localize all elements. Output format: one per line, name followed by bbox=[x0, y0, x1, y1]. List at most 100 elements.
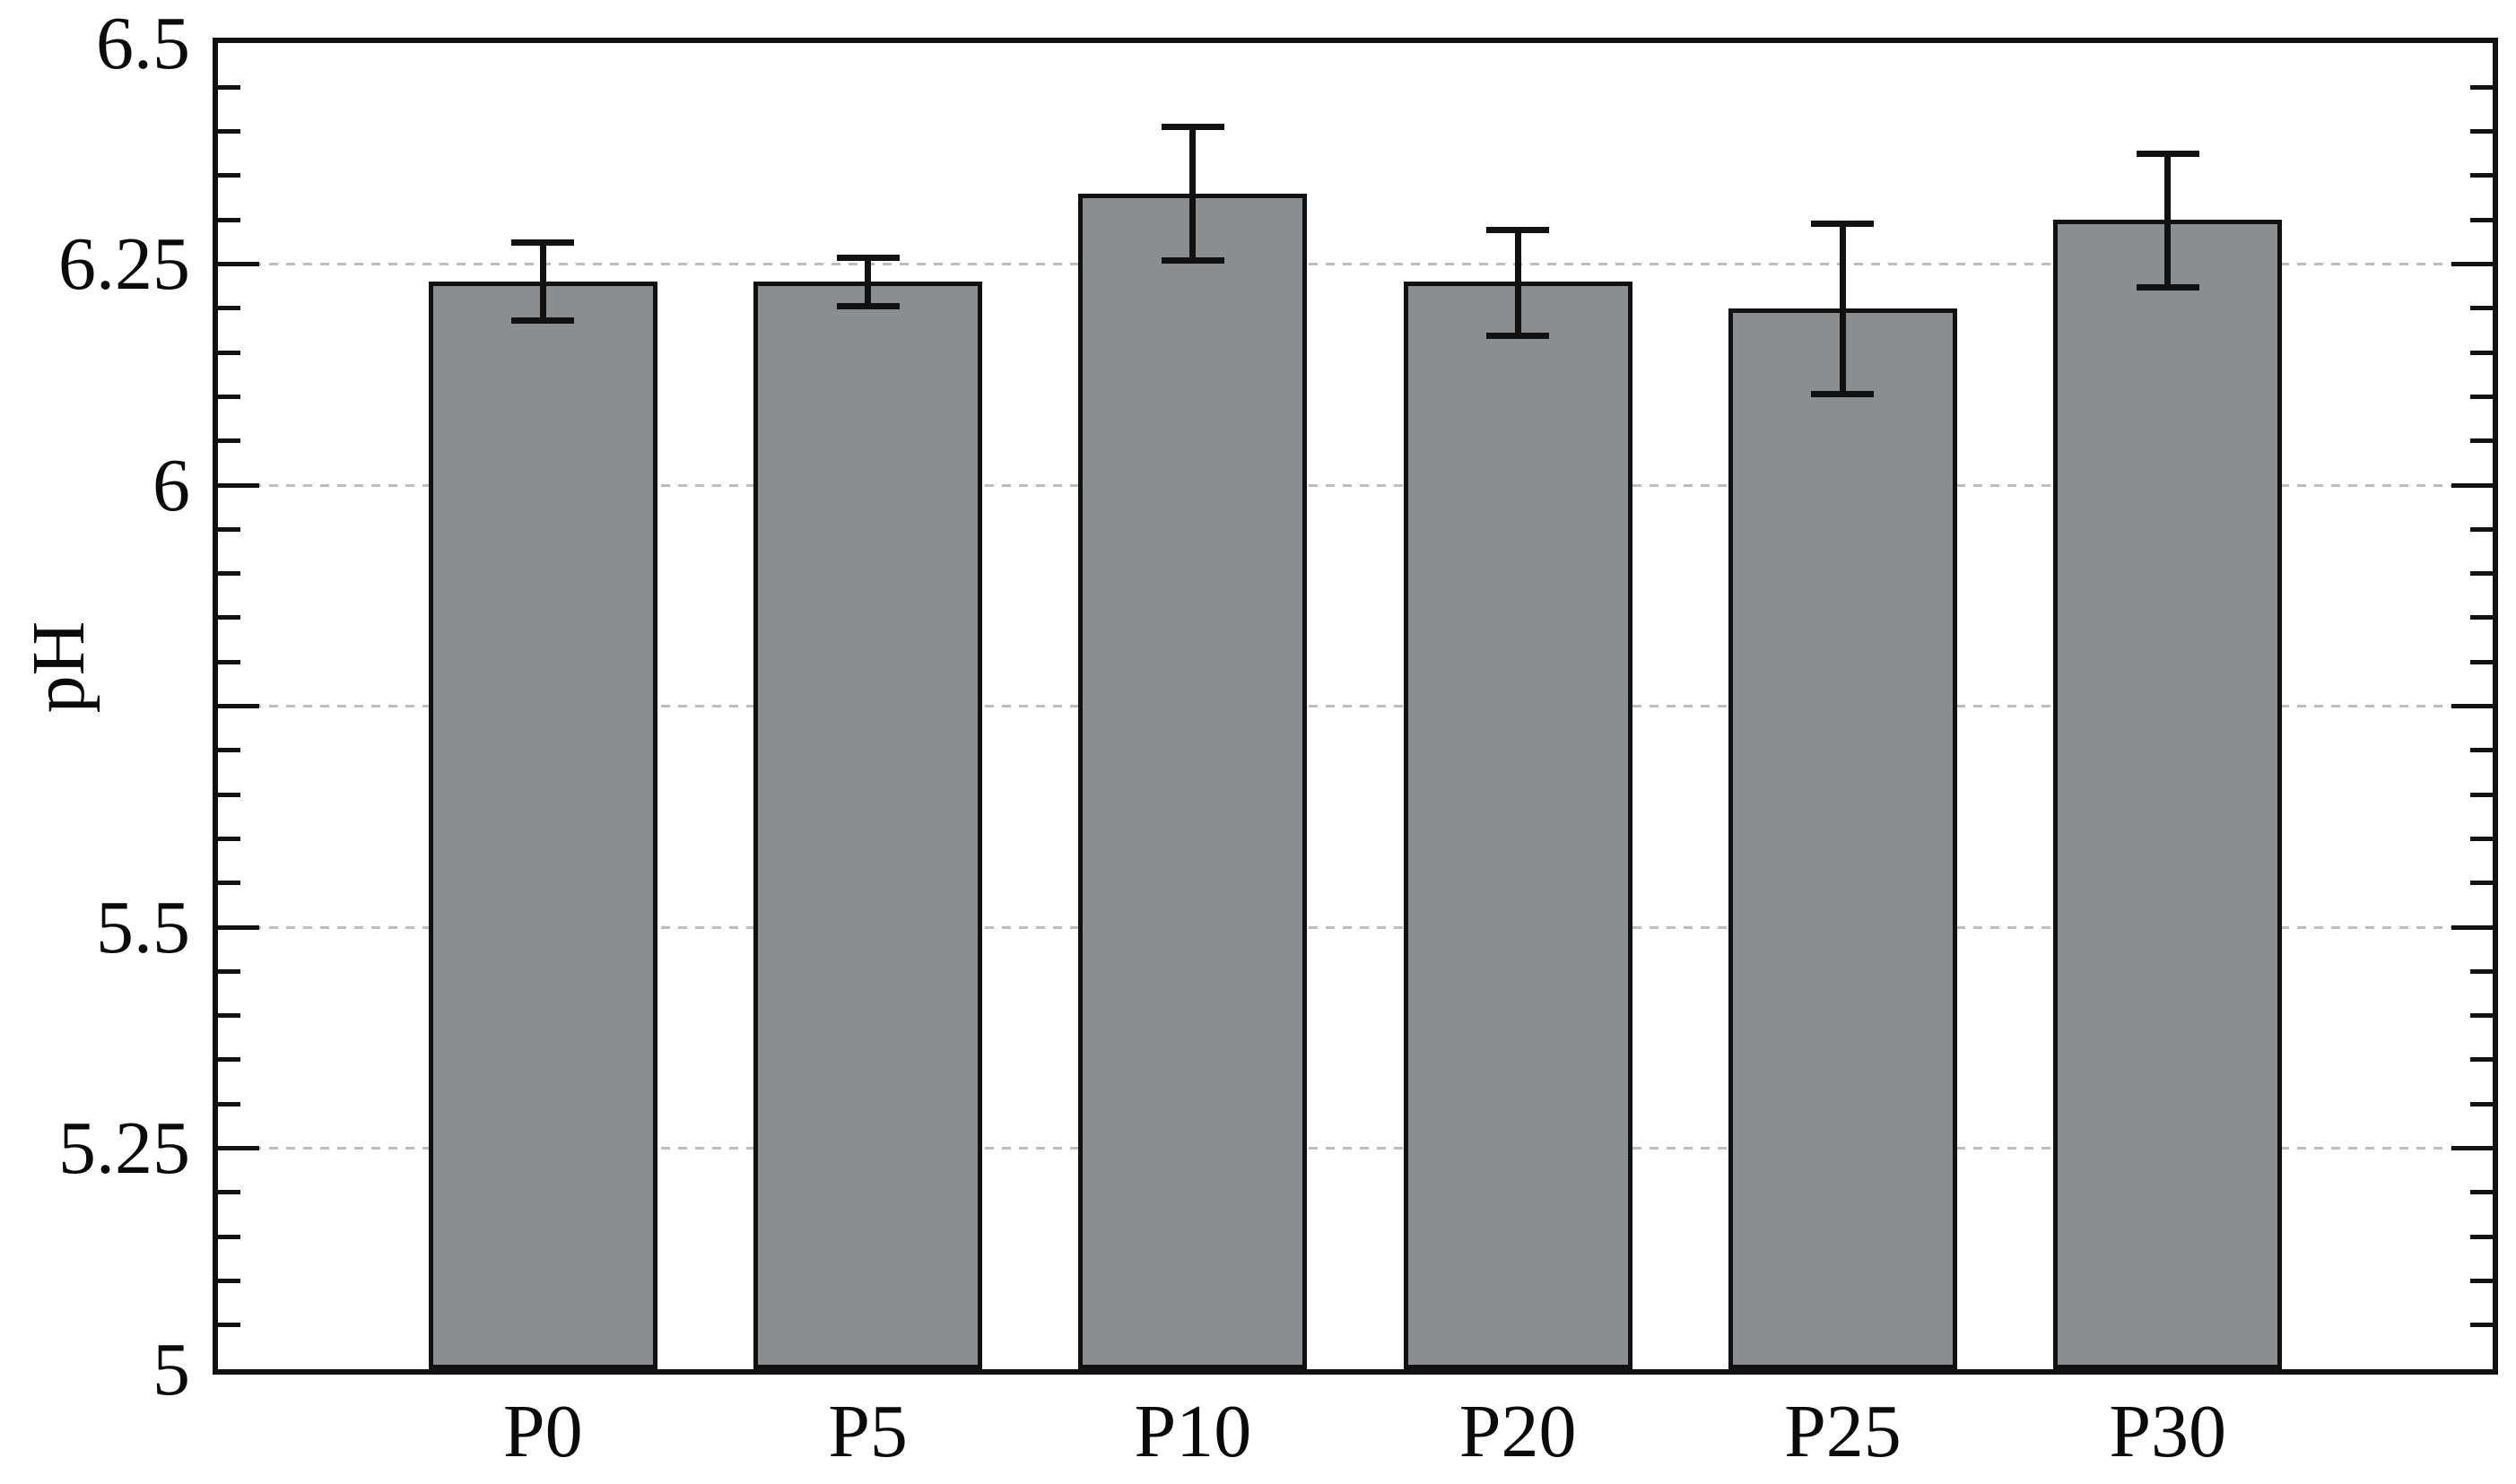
minor-tick-left bbox=[218, 881, 240, 886]
major-tick-left bbox=[218, 704, 259, 708]
error-bar-P25 bbox=[1839, 223, 1846, 395]
minor-tick-right bbox=[2470, 1013, 2493, 1019]
minor-tick-right bbox=[2470, 792, 2493, 797]
minor-tick-right bbox=[2470, 1057, 2493, 1063]
error-cap-top-P0 bbox=[511, 239, 575, 247]
minor-tick-left bbox=[218, 350, 240, 355]
minor-tick-right bbox=[2470, 350, 2493, 355]
minor-tick-left bbox=[218, 1057, 240, 1063]
error-cap-top-P30 bbox=[2136, 150, 2199, 157]
minor-tick-right bbox=[2470, 1278, 2493, 1283]
minor-tick-right bbox=[2470, 173, 2493, 178]
major-tick-right bbox=[2451, 482, 2493, 488]
major-tick-right bbox=[2451, 924, 2493, 930]
error-bar-P30 bbox=[2164, 153, 2172, 288]
x-tick-label-P20: P20 bbox=[1458, 1390, 1577, 1473]
bar-P30 bbox=[2053, 220, 2283, 1369]
minor-tick-right bbox=[2470, 615, 2493, 621]
minor-tick-right bbox=[2470, 1323, 2493, 1328]
minor-tick-left bbox=[218, 173, 240, 178]
minor-tick-right bbox=[2470, 1234, 2493, 1239]
minor-tick-left bbox=[218, 1101, 240, 1106]
minor-tick-right bbox=[2470, 84, 2493, 90]
y-tick-label-5.25: 5.25 bbox=[58, 1106, 190, 1190]
minor-tick-left bbox=[218, 217, 240, 222]
y-tick-label-6.5: 6.5 bbox=[96, 1, 190, 85]
y-tick-label-6: 6 bbox=[152, 443, 190, 527]
bar-P10 bbox=[1078, 193, 1308, 1369]
minor-tick-left bbox=[218, 438, 240, 444]
x-tick-label-P30: P30 bbox=[2109, 1390, 2227, 1473]
minor-tick-left bbox=[218, 1278, 240, 1283]
minor-tick-right bbox=[2470, 836, 2493, 841]
plot-area bbox=[213, 38, 2498, 1375]
y-tick-label-5: 5 bbox=[152, 1327, 190, 1411]
minor-tick-right bbox=[2470, 438, 2493, 444]
bar-P0 bbox=[428, 282, 657, 1369]
error-cap-top-P10 bbox=[1161, 124, 1224, 131]
minor-tick-left bbox=[218, 1323, 240, 1328]
y-tick-label-6.25: 6.25 bbox=[58, 222, 190, 306]
error-cap-bottom-P0 bbox=[511, 317, 575, 325]
minor-tick-right bbox=[2470, 394, 2493, 399]
minor-tick-right bbox=[2470, 571, 2493, 577]
minor-tick-left bbox=[218, 571, 240, 577]
minor-tick-right bbox=[2470, 129, 2493, 135]
bar-P5 bbox=[753, 282, 983, 1369]
x-tick-label-P10: P10 bbox=[1134, 1390, 1252, 1473]
minor-tick-right bbox=[2470, 968, 2493, 974]
minor-tick-right bbox=[2470, 217, 2493, 222]
gridline-5.25 bbox=[218, 1147, 2493, 1150]
minor-tick-left bbox=[218, 1013, 240, 1019]
major-tick-right bbox=[2451, 1146, 2493, 1150]
x-tick-label-P0: P0 bbox=[502, 1390, 583, 1473]
minor-tick-right bbox=[2470, 1101, 2493, 1106]
minor-tick-right bbox=[2470, 659, 2493, 664]
minor-tick-left bbox=[218, 394, 240, 399]
major-tick-left bbox=[218, 924, 259, 930]
error-cap-top-P5 bbox=[836, 255, 900, 262]
y-axis-title: pH bbox=[16, 621, 100, 714]
error-cap-bottom-P30 bbox=[2136, 283, 2199, 291]
error-bar-P10 bbox=[1189, 126, 1197, 261]
major-tick-left bbox=[218, 482, 259, 488]
x-tick-label-P25: P25 bbox=[1784, 1390, 1902, 1473]
error-cap-bottom-P20 bbox=[1486, 332, 1550, 339]
minor-tick-left bbox=[218, 836, 240, 841]
minor-tick-right bbox=[2470, 306, 2493, 311]
minor-tick-left bbox=[218, 1234, 240, 1239]
gridline-6 bbox=[218, 483, 2493, 487]
minor-tick-right bbox=[2470, 881, 2493, 886]
error-bar-P20 bbox=[1514, 230, 1521, 336]
gridline-5.5 bbox=[218, 925, 2493, 929]
minor-tick-left bbox=[218, 526, 240, 532]
error-bar-P0 bbox=[539, 242, 546, 321]
error-cap-bottom-P25 bbox=[1811, 390, 1875, 397]
minor-tick-right bbox=[2470, 748, 2493, 753]
gridline-5.75 bbox=[218, 705, 2493, 707]
minor-tick-left bbox=[218, 84, 240, 90]
x-tick-label-P5: P5 bbox=[828, 1390, 908, 1473]
major-tick-left bbox=[218, 1146, 259, 1150]
minor-tick-left bbox=[218, 659, 240, 664]
minor-tick-right bbox=[2470, 1190, 2493, 1195]
major-tick-right bbox=[2451, 262, 2493, 266]
bar-P25 bbox=[1728, 308, 1957, 1369]
minor-tick-left bbox=[218, 1190, 240, 1195]
error-cap-top-P25 bbox=[1811, 220, 1875, 227]
minor-tick-left bbox=[218, 306, 240, 311]
major-tick-left bbox=[218, 262, 259, 266]
minor-tick-left bbox=[218, 748, 240, 753]
minor-tick-left bbox=[218, 129, 240, 135]
error-bar-P5 bbox=[865, 257, 872, 307]
minor-tick-left bbox=[218, 792, 240, 797]
minor-tick-left bbox=[218, 615, 240, 621]
y-tick-label-5.5: 5.5 bbox=[96, 885, 190, 969]
error-cap-bottom-P10 bbox=[1161, 257, 1224, 265]
bar-P20 bbox=[1403, 282, 1632, 1369]
minor-tick-right bbox=[2470, 526, 2493, 532]
minor-tick-left bbox=[218, 968, 240, 974]
major-tick-right bbox=[2451, 704, 2493, 708]
gridline-6.25 bbox=[218, 263, 2493, 265]
